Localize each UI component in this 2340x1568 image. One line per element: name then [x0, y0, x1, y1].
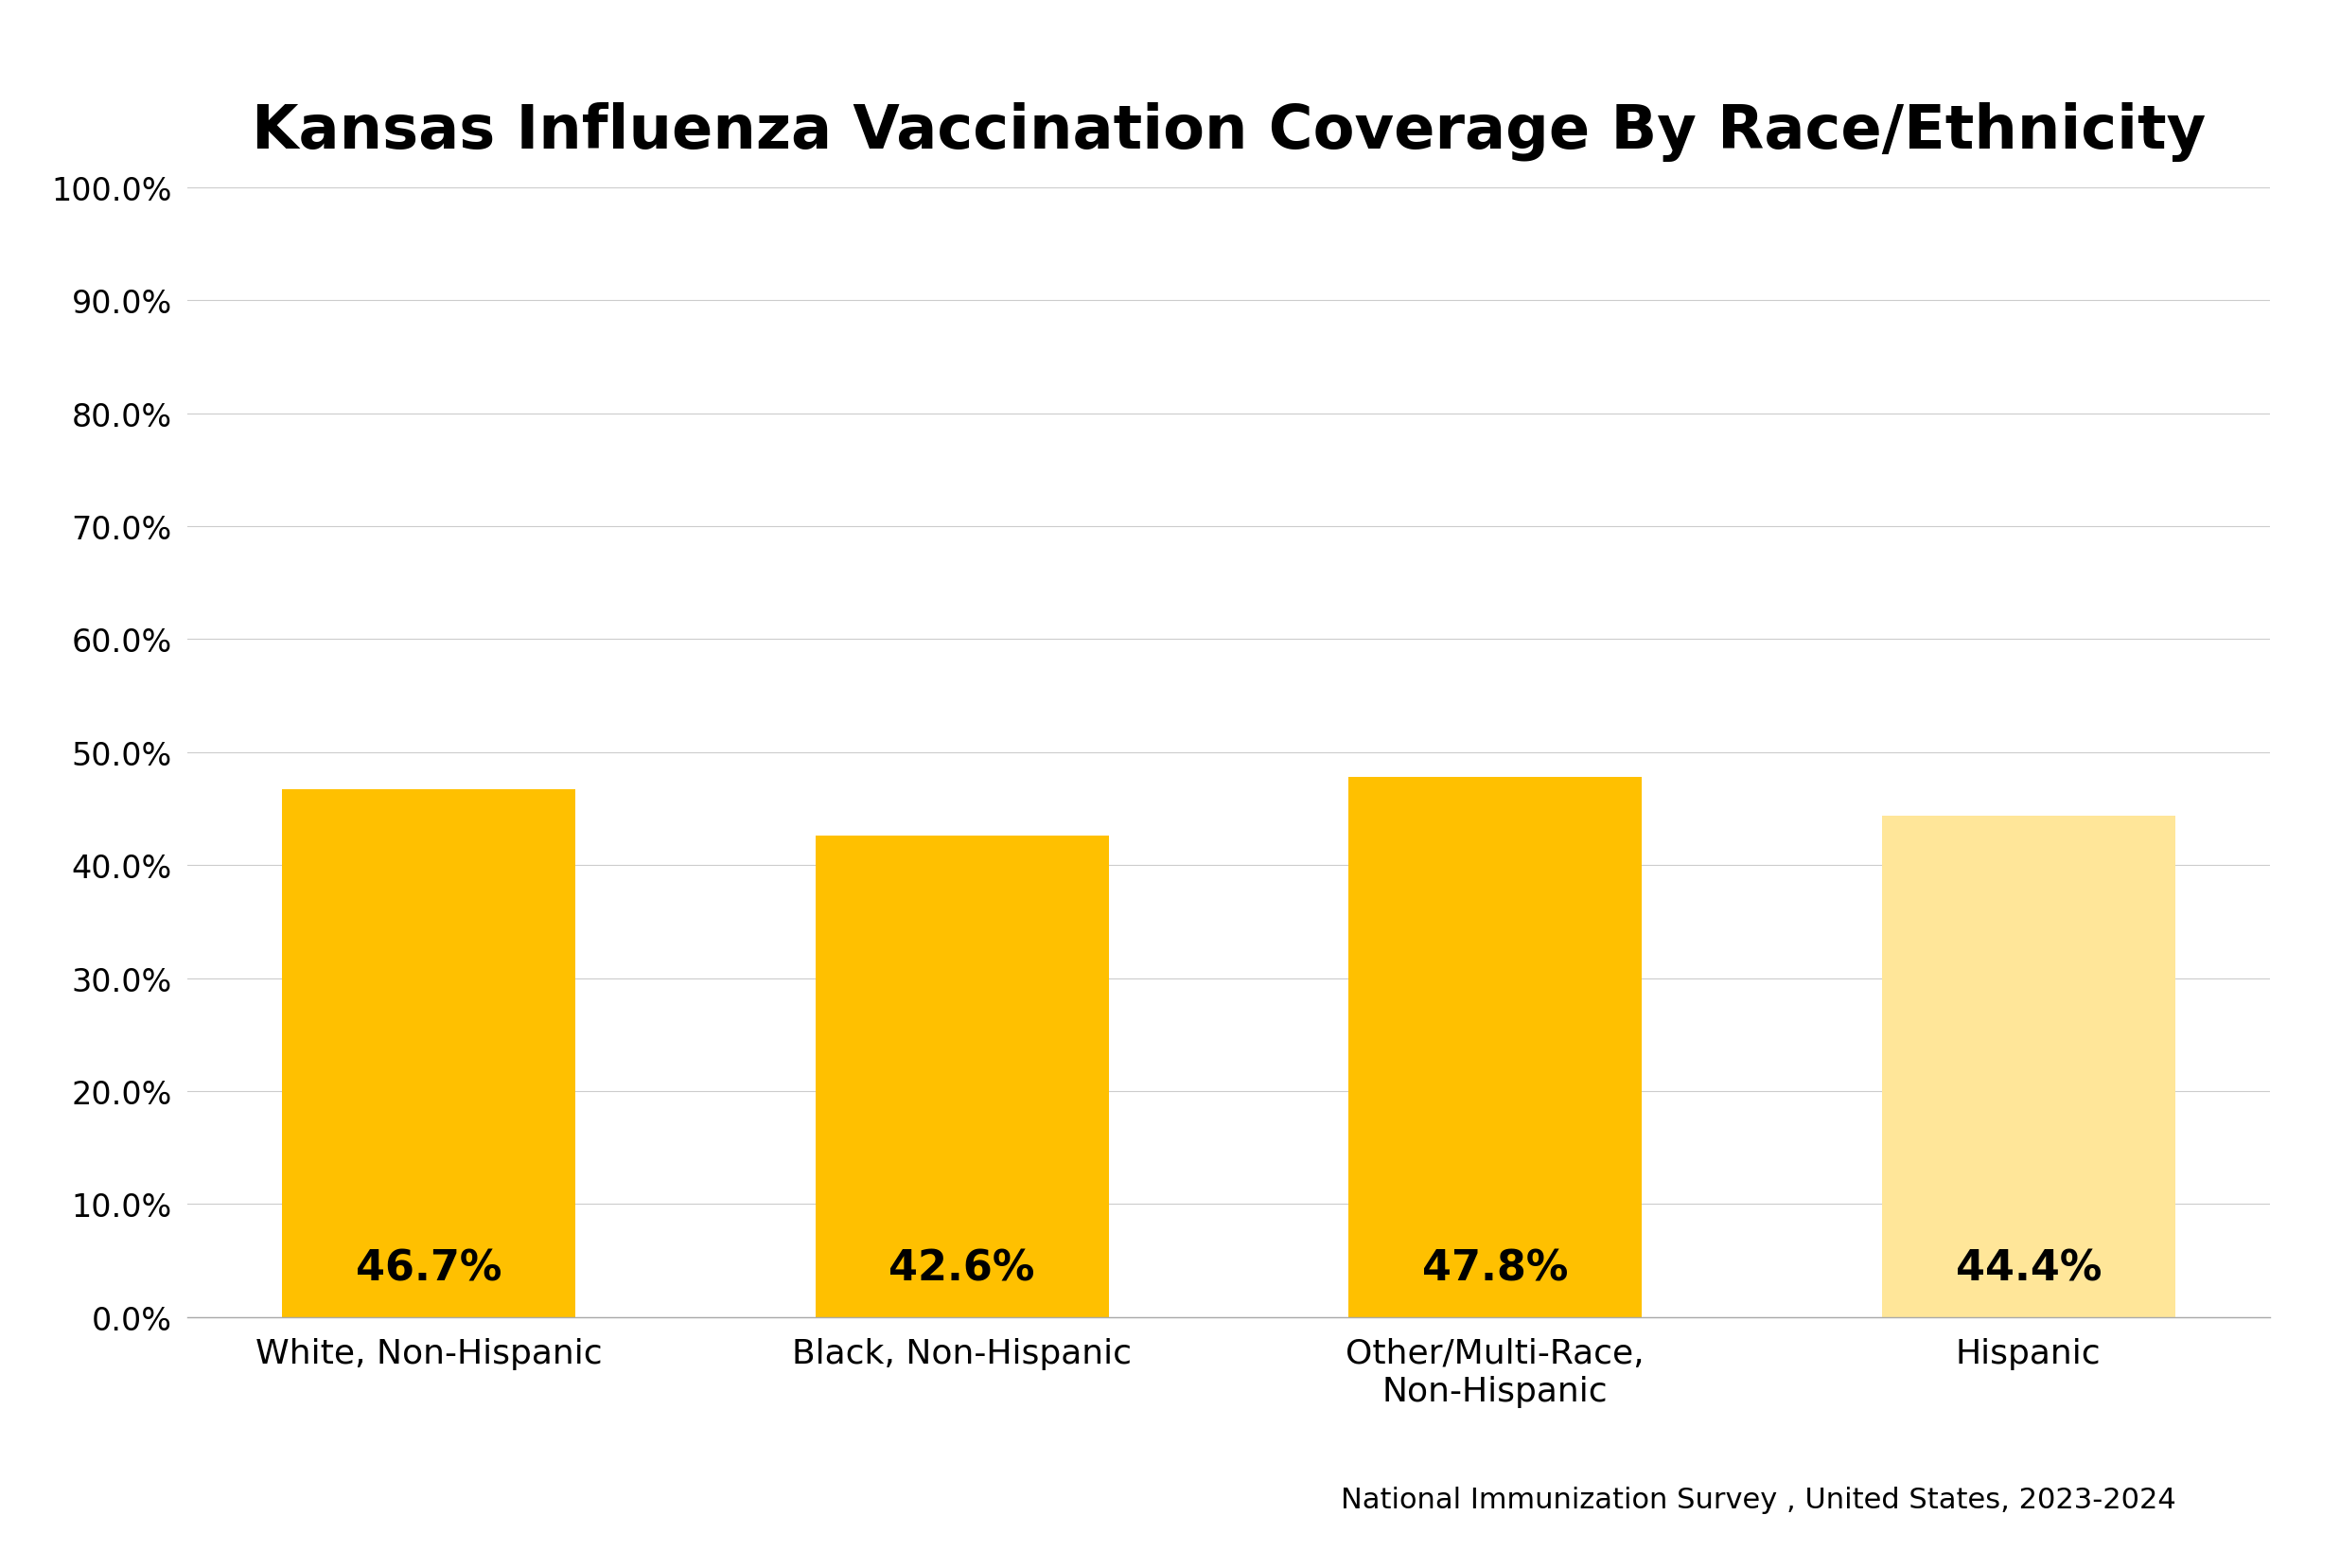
- Bar: [814, 836, 1109, 1317]
- Bar: [1348, 778, 1643, 1317]
- Text: 47.8%: 47.8%: [1423, 1248, 1568, 1289]
- Bar: [1881, 815, 2176, 1317]
- Text: 44.4%: 44.4%: [1956, 1248, 2101, 1289]
- Title: Kansas Influenza Vaccination Coverage By Race/Ethnicity: Kansas Influenza Vaccination Coverage By…: [250, 102, 2207, 162]
- Text: National Immunization Survey , United States, 2023-2024: National Immunization Survey , United St…: [1341, 1486, 2176, 1513]
- Text: 42.6%: 42.6%: [889, 1248, 1034, 1289]
- Bar: [281, 790, 576, 1317]
- Text: 46.7%: 46.7%: [356, 1248, 501, 1289]
